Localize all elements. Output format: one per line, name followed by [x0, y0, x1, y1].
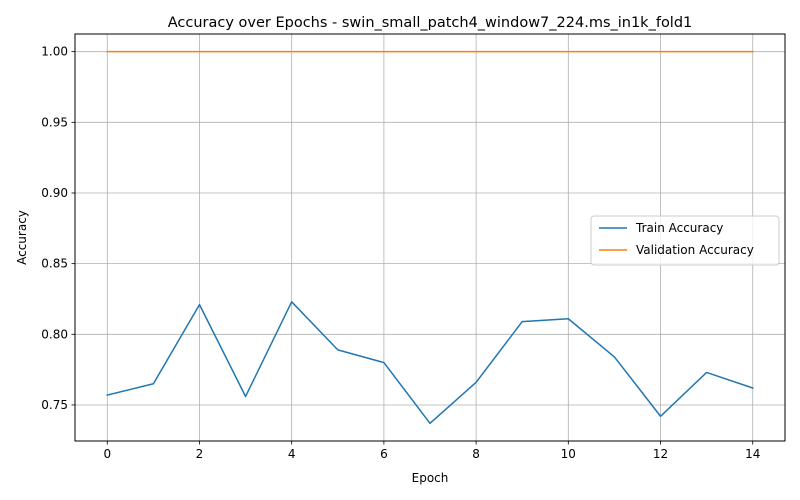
y-axis-label: Accuracy [15, 210, 29, 265]
series-line-train [106, 301, 754, 425]
y-tick-label: 0.95 [41, 115, 68, 129]
y-tick-label: 1.00 [41, 45, 68, 59]
y-axis-ticks: 0.75 0.80 0.85 0.90 0.95 1.00 [41, 45, 75, 412]
x-tick-label: 10 [561, 447, 576, 461]
y-tick-label: 0.75 [41, 398, 68, 412]
x-tick-label: 2 [196, 447, 204, 461]
legend-label-validation: Validation Accuracy [636, 243, 754, 257]
x-tick-label: 8 [472, 447, 480, 461]
y-tick-label: 0.80 [41, 327, 68, 341]
series-lines [106, 50, 754, 425]
y-tick-label: 0.85 [41, 257, 68, 271]
legend-box [590, 215, 780, 266]
x-tick-label: 0 [103, 447, 111, 461]
x-axis-label: Epoch [412, 471, 449, 485]
x-tick-label: 6 [380, 447, 388, 461]
legend: Train Accuracy Validation Accuracy [590, 215, 780, 266]
x-tick-label: 4 [288, 447, 296, 461]
y-tick-label: 0.90 [41, 186, 68, 200]
x-axis-ticks: 0 2 4 6 8 10 12 14 [103, 441, 760, 461]
x-tick-label: 14 [745, 447, 760, 461]
chart-title: Accuracy over Epochs - swin_small_patch4… [168, 15, 693, 31]
legend-label-train: Train Accuracy [635, 221, 723, 235]
x-tick-label: 12 [653, 447, 668, 461]
plot-frame [74, 33, 786, 442]
